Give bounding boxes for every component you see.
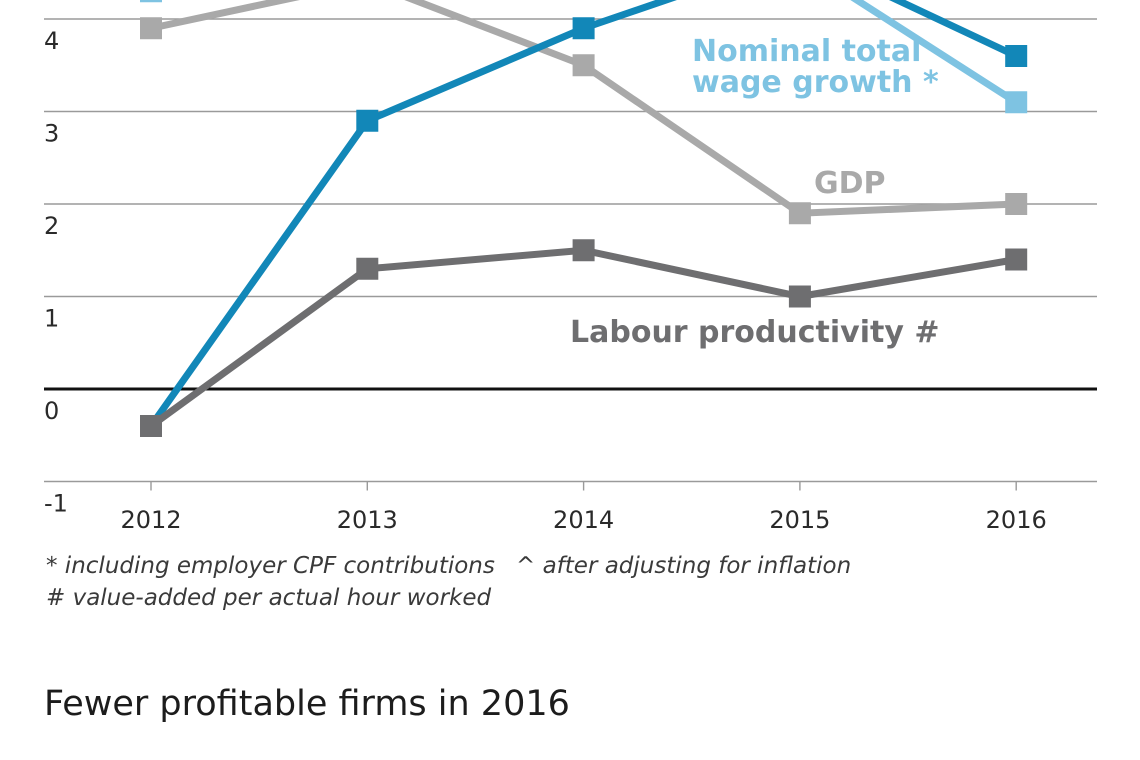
y-tick-label: -1 — [44, 490, 68, 518]
data-point-labour-productivity-2016 — [1005, 248, 1028, 271]
productivity-label: Labour productivity # — [570, 315, 939, 350]
series-gdp — [140, 0, 1028, 225]
footnote-cpf: * including employer CPF contributions — [46, 553, 495, 579]
x-tick-label: 2012 — [120, 506, 181, 534]
data-point-labour-productivity-2012 — [140, 415, 162, 437]
line-chart: 4 3 2 1 0 -1 2012 2013 2014 2015 2016 Nominal tot… — [44, 0, 1097, 534]
data-point-labour-productivity-2013 — [356, 257, 379, 280]
series-line-nominal-total-wage-growth — [850, 0, 1019, 106]
x-tick-label: 2014 — [553, 506, 614, 534]
wage-growth-label-line2: wage growth * — [692, 65, 939, 100]
data-point-gdp-2015 — [788, 202, 811, 225]
series-nominal-total-wage-growth — [140, 0, 1028, 114]
x-tick-label: 2015 — [769, 506, 830, 534]
data-point-real-wage-growth-2014 — [572, 17, 595, 40]
series-labels: Nominal total wage growth * GDP Labour p… — [570, 34, 939, 350]
data-point-labour-productivity-2015 — [788, 285, 811, 308]
footnote-productivity: # value-added per actual hour worked — [46, 585, 492, 611]
data-point-nominal-total-wage-growth-2012 — [140, 0, 162, 3]
gdp-label: GDP — [814, 166, 886, 201]
series-lines — [140, 0, 1028, 437]
gridlines — [44, 18, 1097, 483]
data-point-real-wage-growth-2013 — [356, 109, 379, 132]
section-title: Fewer profitable firms in 2016 — [44, 684, 570, 724]
footnote-inflation: ^ after adjusting for inflation — [516, 553, 852, 579]
data-point-gdp-2016 — [1005, 193, 1028, 215]
x-tick-label: 2016 — [986, 506, 1047, 534]
data-point-gdp-2012 — [140, 17, 162, 40]
data-point-nominal-total-wage-growth-2016 — [1005, 91, 1028, 114]
y-tick-label: 0 — [44, 397, 59, 425]
series-labour-productivity — [140, 239, 1028, 437]
x-axis-ticks: 2012 2013 2014 2015 2016 — [120, 481, 1047, 534]
y-tick-label: 1 — [44, 305, 59, 333]
y-tick-label: 2 — [44, 212, 59, 240]
y-tick-label: 3 — [44, 120, 59, 148]
wage-growth-label-line1: Nominal total — [692, 34, 921, 69]
y-axis-ticks: 4 3 2 1 0 -1 — [44, 27, 68, 518]
data-point-labour-productivity-2014 — [572, 239, 595, 262]
x-tick-label: 2013 — [337, 506, 398, 534]
data-point-real-wage-growth-2016 — [1005, 45, 1028, 67]
data-point-gdp-2014 — [572, 54, 595, 77]
y-tick-label: 4 — [44, 27, 59, 55]
